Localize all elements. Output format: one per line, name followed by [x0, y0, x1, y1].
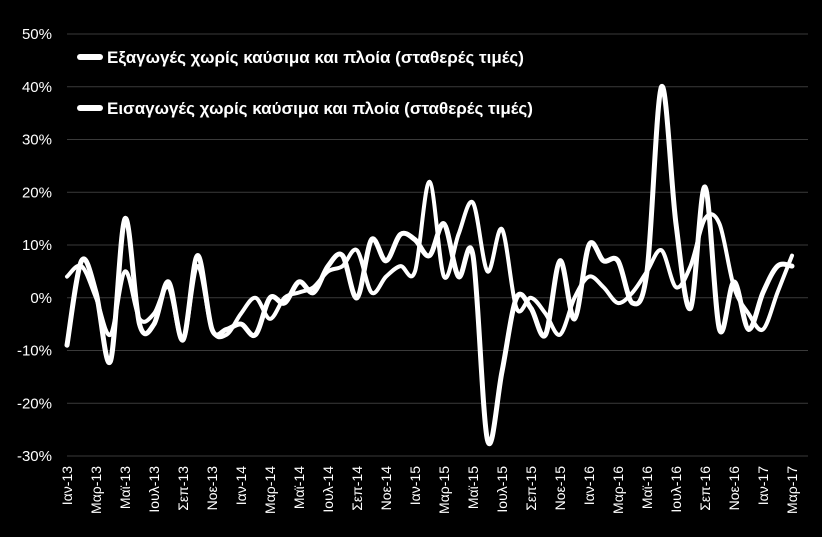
y-tick-label: 20% — [22, 184, 52, 201]
x-tick-label: Ιαν-13 — [59, 466, 75, 505]
legend-label-imports: Εισαγωγές χωρίς καύσιμα και πλοία (σταθε… — [107, 99, 533, 118]
x-tick-label: Ιαν-14 — [233, 466, 249, 505]
x-tick-label: Μαϊ-16 — [639, 466, 655, 509]
x-tick-label: Σεπ-13 — [175, 466, 191, 511]
x-tick-label: Νοε-14 — [378, 466, 394, 511]
x-tick-label: Ιαν-17 — [755, 466, 771, 505]
series-lines — [64, 84, 795, 446]
x-tick-label: Μαϊ-14 — [291, 466, 307, 509]
x-tick-label: Νοε-15 — [552, 466, 568, 511]
legend-label-exports: Εξαγωγές χωρίς καύσιμα και πλοία (σταθερ… — [107, 48, 524, 67]
x-tick-label: Νοε-16 — [726, 466, 742, 511]
x-tick-label: Ιουλ-14 — [320, 466, 336, 513]
y-tick-label: 0% — [30, 290, 52, 307]
y-tick-label: 50% — [22, 26, 52, 43]
y-tick-label: 30% — [22, 132, 52, 149]
x-tick-label: Ιαν-16 — [581, 466, 597, 505]
x-tick-label: Ιουλ-13 — [146, 466, 162, 513]
x-tick-label: Ιουλ-15 — [494, 466, 510, 513]
y-tick-label: -10% — [17, 343, 52, 360]
x-tick-label: Σεπ-16 — [697, 466, 713, 511]
y-tick-label: 40% — [22, 79, 52, 96]
x-tick-label: Μαρ-17 — [784, 466, 800, 514]
x-tick-label: Μαρ-13 — [88, 466, 104, 514]
y-tick-label: 10% — [22, 237, 52, 254]
x-tick-label: Μαρ-15 — [436, 466, 452, 514]
y-tick-label: -20% — [17, 395, 52, 412]
x-tick-label: Μαρ-16 — [610, 466, 626, 514]
series-line-imports — [65, 179, 794, 342]
x-axis-ticks: Ιαν-13 Μαρ-13 Μαϊ-13 Ιουλ-13 Σεπ-13 Νοε-13 Ιαν… — [59, 466, 800, 514]
x-tick-label: Ιουλ-16 — [668, 466, 684, 513]
x-tick-label: Μαϊ-13 — [117, 466, 133, 509]
x-tick-label: Μαϊ-15 — [465, 466, 481, 509]
x-tick-label: Μαρ-14 — [262, 466, 278, 514]
y-axis-ticks: 50% 40% 30% 20% 10% 0% -10% -20% -30% — [17, 26, 52, 465]
x-tick-label: Νοε-13 — [204, 466, 220, 511]
x-tick-label: Σεπ-14 — [349, 466, 365, 511]
y-tick-label: -30% — [17, 448, 52, 465]
legend: Εξαγωγές χωρίς καύσιμα και πλοία (σταθερ… — [77, 48, 533, 118]
x-tick-label: Ιαν-15 — [407, 466, 423, 505]
x-tick-label: Σεπ-15 — [523, 466, 539, 511]
